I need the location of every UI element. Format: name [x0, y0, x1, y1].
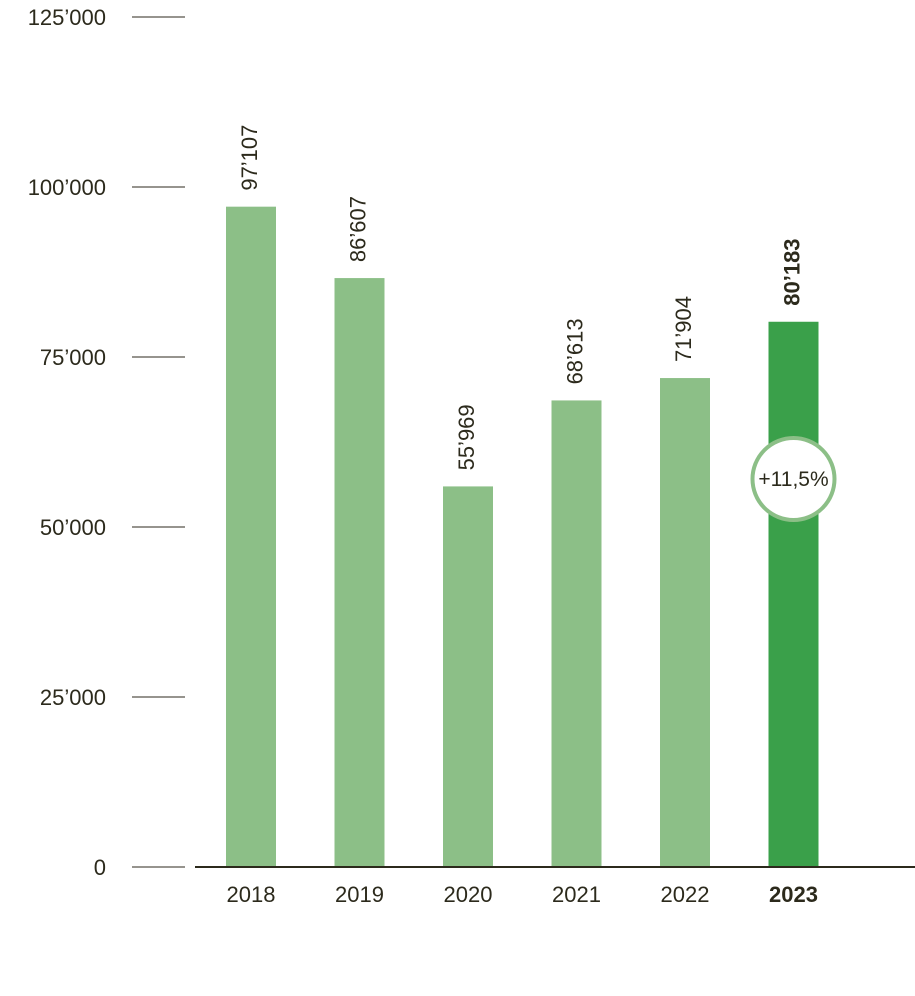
bars: [226, 206, 819, 868]
x-tick-label-2020: 2020: [444, 882, 493, 907]
x-tick-label-2023: 2023: [769, 882, 818, 907]
value-label-2020: 55’969: [454, 404, 479, 470]
bar-2021: [551, 400, 602, 867]
y-axis: 0 25’000 50’000 75’000 100’000 125’000: [28, 5, 185, 880]
x-tick-label-2022: 2022: [661, 882, 710, 907]
growth-badge-label: +11,5%: [758, 468, 828, 491]
y-tick-label-2: 50’000: [40, 515, 106, 540]
bar-2019: [334, 278, 385, 867]
y-tick-label-0: 0: [94, 855, 106, 880]
value-label-2019: 86’607: [345, 196, 370, 262]
growth-badge: +11,5%: [750, 436, 837, 522]
y-tick-label-4: 100’000: [28, 175, 106, 200]
bar-2023: [768, 321, 819, 867]
value-label-2018: 97’107: [237, 125, 262, 191]
value-labels: 97’107 86’607 55’969 68’613 71’904 80’183: [237, 125, 805, 471]
y-tick-label-3: 75’000: [40, 345, 106, 370]
value-label-2023: 80’183: [779, 238, 804, 305]
bar-2020: [443, 486, 493, 867]
value-label-2021: 68’613: [562, 318, 587, 384]
bar-2018: [226, 206, 276, 868]
growth-badge-circle: [750, 436, 837, 522]
value-label-2022: 71’904: [671, 296, 696, 362]
x-axis: 2018 2019 2020 2021 2022 2023: [195, 866, 915, 907]
x-tick-label-2019: 2019: [335, 882, 384, 907]
bar-2022: [660, 378, 710, 867]
x-tick-label-2018: 2018: [227, 882, 276, 907]
y-tick-label-1: 25’000: [40, 685, 106, 710]
x-tick-label-2021: 2021: [552, 882, 601, 907]
y-tick-label-5: 125’000: [28, 5, 106, 30]
